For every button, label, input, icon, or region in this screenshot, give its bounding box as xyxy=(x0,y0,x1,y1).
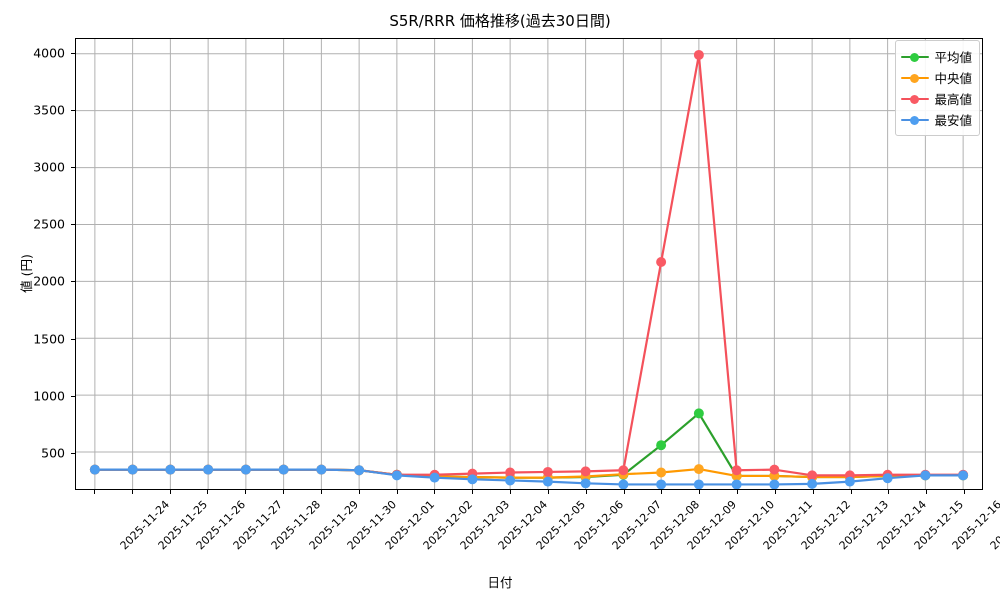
data-point-marker xyxy=(354,465,365,476)
x-axis-tick xyxy=(169,490,171,494)
y-axis-tick xyxy=(71,52,75,54)
data-point-marker xyxy=(467,474,478,485)
legend-item[interactable]: 最安値 xyxy=(901,109,972,130)
legend-item[interactable]: 中央値 xyxy=(901,67,972,88)
legend-item-label: 最高値 xyxy=(934,92,972,107)
x-axis-tick xyxy=(283,490,285,494)
data-point-marker xyxy=(769,479,780,489)
x-axis-tick xyxy=(737,490,739,494)
x-axis-tick xyxy=(547,490,549,494)
y-axis-tick-label: 1500 xyxy=(33,331,65,347)
data-point-marker xyxy=(240,464,251,475)
legend-item-label: 最安値 xyxy=(934,113,972,128)
series-line xyxy=(93,468,965,486)
x-axis-tick xyxy=(774,490,776,494)
data-point-marker xyxy=(807,478,818,489)
y-axis-tick-label: 2000 xyxy=(33,273,65,289)
plot-area xyxy=(75,38,983,490)
data-point-marker xyxy=(731,479,742,489)
y-axis-tick-label: 3500 xyxy=(33,102,65,118)
x-axis-tick xyxy=(207,490,209,494)
data-point-marker xyxy=(656,440,667,451)
x-axis-tick xyxy=(623,490,625,494)
x-axis-tick xyxy=(964,490,966,494)
legend-swatch-icon xyxy=(901,72,930,84)
x-axis-tick xyxy=(699,490,701,494)
data-point-marker xyxy=(958,470,969,481)
series-line xyxy=(93,53,965,477)
data-point-marker xyxy=(656,479,667,489)
y-axis-tick-label: 500 xyxy=(41,445,65,461)
data-point-marker xyxy=(769,464,780,475)
data-point-marker xyxy=(391,470,402,481)
data-point-marker xyxy=(316,464,327,475)
data-point-marker xyxy=(656,467,667,478)
x-axis-tick xyxy=(888,490,890,494)
x-axis-tick xyxy=(585,490,587,494)
data-point-marker xyxy=(580,478,591,489)
chart-legend: 平均値中央値最高値最安値 xyxy=(895,40,980,136)
x-axis-tick xyxy=(320,490,322,494)
y-axis-tick-label: 4000 xyxy=(33,45,65,61)
x-axis-tick xyxy=(850,490,852,494)
data-point-marker xyxy=(882,473,893,484)
data-point-marker xyxy=(693,408,704,419)
data-point-marker xyxy=(429,472,440,483)
x-axis-tick xyxy=(245,490,247,494)
legend-item[interactable]: 最高値 xyxy=(901,88,972,109)
x-axis-tick xyxy=(358,490,360,494)
y-axis-tick xyxy=(71,110,75,111)
legend-swatch-icon xyxy=(901,93,930,105)
data-point-marker xyxy=(807,470,818,481)
chart-title: S5R/RRR 価格推移(過去30日間) xyxy=(389,12,611,30)
x-axis-tick xyxy=(396,490,398,494)
y-axis-tick-label: 3000 xyxy=(33,159,65,175)
y-axis-tick xyxy=(71,452,75,454)
x-axis-tick xyxy=(510,490,512,494)
data-point-marker xyxy=(693,49,704,60)
data-point-marker xyxy=(542,476,553,487)
x-axis-tick xyxy=(926,490,928,494)
data-point-marker xyxy=(844,476,855,487)
x-axis-tick xyxy=(661,490,663,494)
x-axis-tick xyxy=(131,490,133,494)
y-axis-tick-label: 1000 xyxy=(33,388,65,404)
data-point-marker xyxy=(693,464,704,475)
legend-item[interactable]: 平均値 xyxy=(901,46,972,67)
x-axis-tick xyxy=(93,490,95,494)
legend-swatch-icon xyxy=(901,114,930,126)
data-point-marker xyxy=(203,464,214,475)
data-point-marker xyxy=(920,470,931,481)
x-axis-tick xyxy=(472,490,474,494)
data-point-marker xyxy=(505,467,516,478)
data-point-marker xyxy=(731,465,742,476)
y-axis-tick xyxy=(71,395,75,397)
legend-item-label: 平均値 xyxy=(934,50,972,65)
y-axis-tick xyxy=(71,281,75,283)
x-axis-tick xyxy=(434,490,436,494)
legend-swatch-icon xyxy=(901,51,930,63)
y-axis-tick xyxy=(71,338,75,340)
data-point-marker xyxy=(618,479,629,489)
x-axis-title: 日付 xyxy=(487,575,513,590)
data-point-marker xyxy=(693,479,704,489)
data-point-marker xyxy=(580,466,591,477)
legend-item-label: 中央値 xyxy=(934,71,972,86)
y-axis-tick xyxy=(71,224,75,226)
x-axis-tick xyxy=(812,490,814,494)
series-line xyxy=(93,412,965,479)
data-point-marker xyxy=(89,464,100,475)
data-point-marker xyxy=(505,475,516,486)
data-point-marker xyxy=(618,465,629,476)
y-axis-tick xyxy=(71,167,75,169)
data-series-layer xyxy=(89,49,969,489)
data-point-marker xyxy=(278,464,289,475)
data-point-marker xyxy=(656,257,667,267)
data-point-marker xyxy=(165,464,176,475)
data-point-marker xyxy=(127,464,138,475)
y-axis-tick-label: 2500 xyxy=(33,216,65,232)
data-point-marker xyxy=(542,466,553,477)
